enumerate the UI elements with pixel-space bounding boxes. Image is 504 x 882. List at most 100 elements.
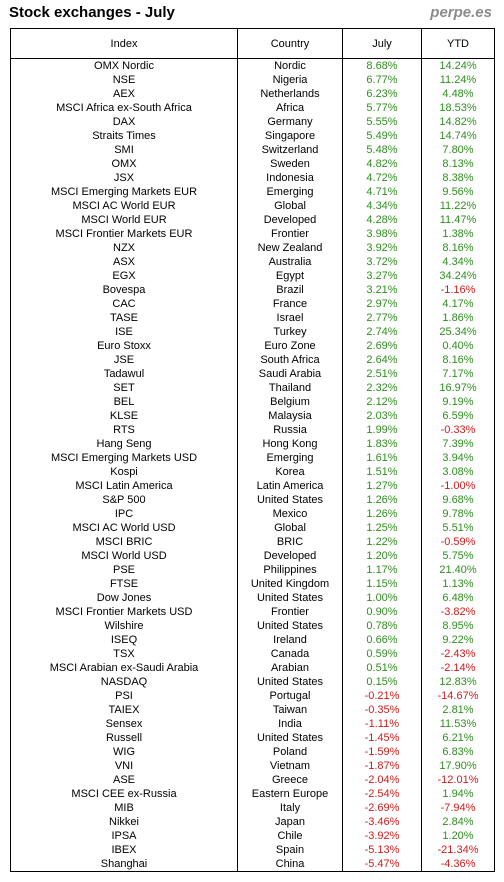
index-cell: BEL	[10, 395, 238, 409]
country-cell: Australia	[237, 255, 343, 269]
july-change-cell: 6.77%	[342, 73, 422, 87]
july-change-cell: 0.90%	[342, 605, 422, 619]
table-row: MSCI World EUR Developed 4.28% 11.47%	[10, 213, 495, 227]
country-cell: BRIC	[237, 535, 343, 549]
index-cell: DAX	[10, 115, 238, 129]
ytd-change-cell: 11.47%	[421, 213, 495, 227]
ytd-change-cell: 2.81%	[421, 703, 495, 717]
index-cell: Straits Times	[10, 129, 238, 143]
july-change-cell: 2.64%	[342, 353, 422, 367]
july-change-cell: 4.72%	[342, 171, 422, 185]
country-cell: United States	[237, 619, 343, 633]
index-cell: MSCI Frontier Markets USD	[10, 605, 238, 619]
table-row: Nikkei Japan -3.46% 2.84%	[10, 815, 495, 829]
table-row: JSX Indonesia 4.72% 8.38%	[10, 171, 495, 185]
index-cell: EGX	[10, 269, 238, 283]
table-row: OMX Sweden 4.82% 8.13%	[10, 157, 495, 171]
table-row: MSCI AC World EUR Global 4.34% 11.22%	[10, 199, 495, 213]
ytd-change-cell: 11.24%	[421, 73, 495, 87]
country-cell: Japan	[237, 815, 343, 829]
country-cell: Africa	[237, 101, 343, 115]
table-row: MSCI Emerging Markets USD Emerging 1.61% 3.…	[10, 451, 495, 465]
july-change-cell: -2.54%	[342, 787, 422, 801]
ytd-change-cell: 6.59%	[421, 409, 495, 423]
july-change-cell: 4.34%	[342, 199, 422, 213]
country-cell: Global	[237, 521, 343, 535]
index-cell: S&P 500	[10, 493, 238, 507]
country-cell: Developed	[237, 549, 343, 563]
july-change-cell: 1.25%	[342, 521, 422, 535]
july-change-cell: 2.69%	[342, 339, 422, 353]
ytd-change-cell: 8.13%	[421, 157, 495, 171]
ytd-change-cell: 12.83%	[421, 675, 495, 689]
country-cell: Emerging	[237, 451, 343, 465]
july-change-cell: 4.28%	[342, 213, 422, 227]
table-row: RTS Russia 1.99% -0.33%	[10, 423, 495, 437]
index-cell: NZX	[10, 241, 238, 255]
table-row: BEL Belgium 2.12% 9.19%	[10, 395, 495, 409]
index-cell: Kospi	[10, 465, 238, 479]
index-cell: ASE	[10, 773, 238, 787]
country-cell: United Kingdom	[237, 577, 343, 591]
table-row: IPC Mexico 1.26% 9.78%	[10, 507, 495, 521]
ytd-change-cell: 0.40%	[421, 339, 495, 353]
stock-exchanges-table: Index Country July YTD OMX Nordic Nordic 8…	[10, 28, 495, 872]
table-row: CAC France 2.97% 4.17%	[10, 297, 495, 311]
country-cell: Latin America	[237, 479, 343, 493]
index-cell: KLSE	[10, 409, 238, 423]
table-row: AEX Netherlands 6.23% 4.48%	[10, 87, 495, 101]
index-cell: ASX	[10, 255, 238, 269]
ytd-change-cell: 7.39%	[421, 437, 495, 451]
index-cell: Russell	[10, 731, 238, 745]
table-row: MIB Italy -2.69% -7.94%	[10, 801, 495, 815]
country-cell: New Zealand	[237, 241, 343, 255]
index-cell: TSX	[10, 647, 238, 661]
index-cell: TASE	[10, 311, 238, 325]
july-change-cell: 4.82%	[342, 157, 422, 171]
table-row: ASE Greece -2.04% -12.01%	[10, 773, 495, 787]
ytd-change-cell: -21.34%	[421, 843, 495, 857]
july-change-cell: 3.98%	[342, 227, 422, 241]
july-change-cell: 2.97%	[342, 297, 422, 311]
july-change-cell: -1.87%	[342, 759, 422, 773]
july-change-cell: 1.00%	[342, 591, 422, 605]
table-row: S&P 500 United States 1.26% 9.68%	[10, 493, 495, 507]
country-cell: Philippines	[237, 563, 343, 577]
july-change-cell: -3.92%	[342, 829, 422, 843]
country-cell: United States	[237, 731, 343, 745]
index-cell: MSCI Emerging Markets EUR	[10, 185, 238, 199]
index-cell: PSE	[10, 563, 238, 577]
ytd-change-cell: 14.24%	[421, 58, 495, 73]
ytd-change-cell: 1.13%	[421, 577, 495, 591]
country-cell: Turkey	[237, 325, 343, 339]
ytd-change-cell: -1.16%	[421, 283, 495, 297]
july-change-cell: 2.77%	[342, 311, 422, 325]
july-change-cell: 1.27%	[342, 479, 422, 493]
ytd-change-cell: 16.97%	[421, 381, 495, 395]
ytd-change-cell: -7.94%	[421, 801, 495, 815]
ytd-change-cell: -14.67%	[421, 689, 495, 703]
july-change-cell: 5.77%	[342, 101, 422, 115]
ytd-change-cell: 18.53%	[421, 101, 495, 115]
july-change-cell: 2.74%	[342, 325, 422, 339]
ytd-change-cell: 34.24%	[421, 269, 495, 283]
ytd-change-cell: 4.48%	[421, 87, 495, 101]
table-row: MSCI Arabian ex-Saudi Arabia Arabian 0.51%…	[10, 661, 495, 675]
index-cell: MSCI World EUR	[10, 213, 238, 227]
table-row: MSCI World USD Developed 1.20% 5.75%	[10, 549, 495, 563]
country-cell: Indonesia	[237, 171, 343, 185]
country-cell: India	[237, 717, 343, 731]
table-row: VNI Vietnam -1.87% 17.90%	[10, 759, 495, 773]
index-cell: MSCI Emerging Markets USD	[10, 451, 238, 465]
july-change-cell: -5.47%	[342, 857, 422, 872]
index-cell: TAIEX	[10, 703, 238, 717]
table-row: Euro Stoxx Euro Zone 2.69% 0.40%	[10, 339, 495, 353]
index-cell: AEX	[10, 87, 238, 101]
table-row: Bovespa Brazil 3.21% -1.16%	[10, 283, 495, 297]
ytd-change-cell: 7.80%	[421, 143, 495, 157]
july-change-cell: 0.66%	[342, 633, 422, 647]
country-cell: Canada	[237, 647, 343, 661]
july-change-cell: 5.55%	[342, 115, 422, 129]
ytd-change-cell: 7.17%	[421, 367, 495, 381]
index-cell: ISEQ	[10, 633, 238, 647]
